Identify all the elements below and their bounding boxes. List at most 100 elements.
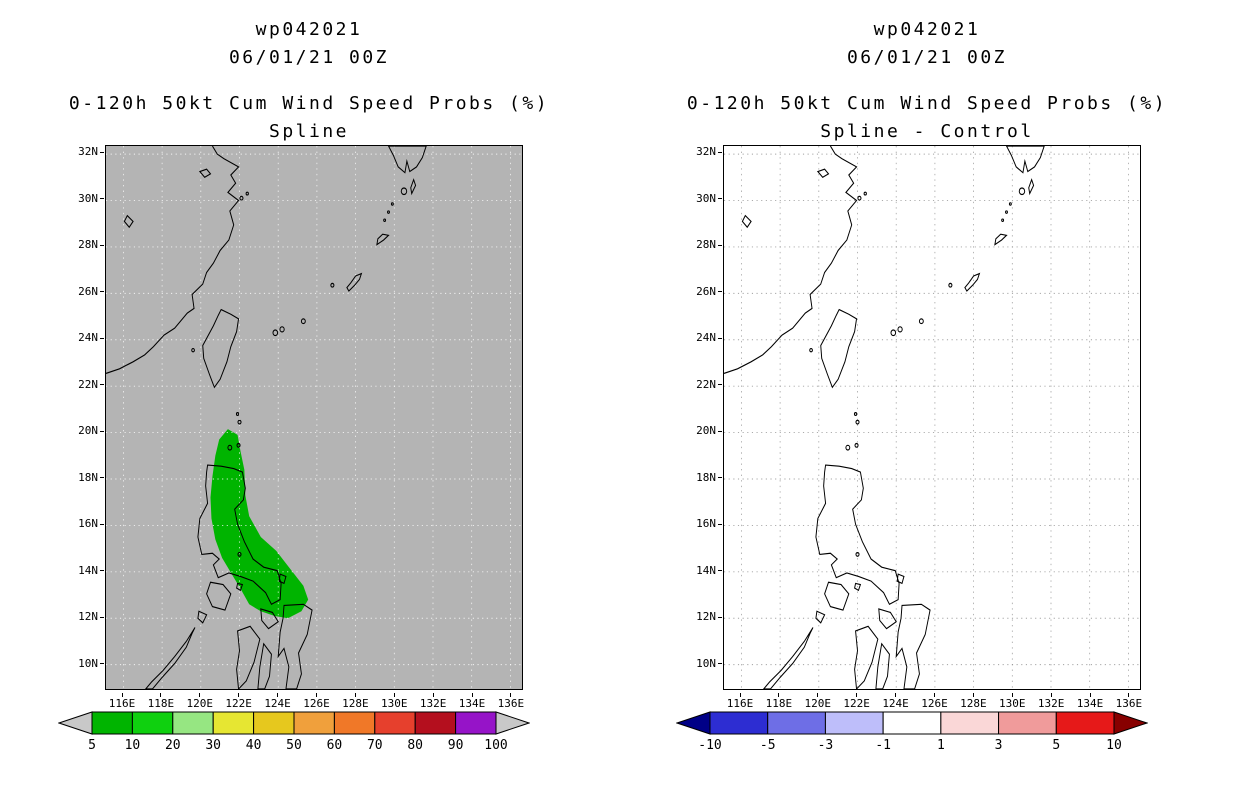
lon-tick-label: 118E bbox=[146, 693, 176, 710]
lat-tick-label: 20N bbox=[674, 425, 722, 437]
subtitle-block: 0-120h 50kt Cum Wind Speed Probs (%) Spl… bbox=[0, 90, 618, 146]
colorbar-tick-label: 1 bbox=[937, 738, 945, 753]
colorbar-difference: -10 -5 -3 -1 1 3 5 10 bbox=[676, 711, 1148, 753]
lat-tick-label: 16N bbox=[674, 518, 722, 530]
lon-tick-label: 122E bbox=[842, 693, 872, 710]
lon-tick-label: 132E bbox=[418, 693, 448, 710]
colorbar-segment bbox=[824, 711, 884, 735]
colorbar-segment bbox=[91, 711, 133, 735]
lat-tick-label: 10N bbox=[674, 657, 722, 670]
lon-tick-label: 134E bbox=[457, 693, 487, 710]
lon-tick-label: 130E bbox=[379, 693, 409, 710]
colorbar-right-arrow bbox=[495, 711, 530, 735]
colorbar-tick-label: 70 bbox=[367, 738, 383, 753]
colorbar-segment bbox=[333, 711, 376, 735]
colorbar-tick-label: -5 bbox=[760, 738, 776, 753]
panel-spline: wp042021 06/01/21 00Z 0-120h 50kt Cum Wi… bbox=[0, 0, 618, 800]
title-block: wp042021 06/01/21 00Z bbox=[618, 16, 1236, 72]
colorbar-segment bbox=[131, 711, 174, 735]
colorbar-tick-label: 10 bbox=[1106, 738, 1122, 753]
colorbar-segment bbox=[293, 711, 335, 735]
init-time-title: 06/01/21 00Z bbox=[228, 47, 390, 68]
colorbar-segment bbox=[709, 711, 769, 735]
lon-tick-label: 120E bbox=[803, 693, 833, 710]
colorbar-segment bbox=[882, 711, 942, 735]
colorbar-segment bbox=[212, 711, 255, 735]
lat-tick-label: 12N bbox=[56, 611, 104, 623]
probability-shaded-region bbox=[210, 429, 309, 619]
lat-tick-label: 16N bbox=[56, 518, 104, 530]
lon-tick-label: 136E bbox=[1114, 693, 1144, 710]
lat-tick-label: 30N bbox=[674, 192, 722, 205]
colorbar-segment bbox=[1055, 711, 1115, 735]
lat-tick-label: 32N bbox=[56, 146, 104, 158]
map-spline-minus-control bbox=[724, 146, 1140, 689]
lon-tick-label: 124E bbox=[881, 693, 911, 710]
colorbar-tick-label: 80 bbox=[407, 738, 423, 753]
lon-tick-label: 128E bbox=[340, 693, 370, 710]
title-block: wp042021 06/01/21 00Z bbox=[0, 16, 618, 72]
lat-tick-label: 14N bbox=[674, 564, 722, 577]
plot-description: 0-120h 50kt Cum Wind Speed Probs (%) bbox=[68, 93, 550, 114]
lon-tick-label: 116E bbox=[107, 693, 137, 710]
lon-tick-label: 116E bbox=[725, 693, 755, 710]
colorbar-tick-label: 3 bbox=[995, 738, 1003, 753]
colorbar-segment bbox=[414, 711, 457, 735]
colorbar-tick-label: 5 bbox=[88, 738, 96, 753]
lat-tick-label: 18N bbox=[56, 471, 104, 484]
colorbar-probability: 5 10 20 30 40 50 60 70 80 90 100 bbox=[58, 711, 530, 753]
colorbar-tick-label: 100 bbox=[484, 738, 507, 753]
lat-tick-label: 32N bbox=[674, 146, 722, 158]
grid-layer bbox=[106, 146, 522, 689]
colorbar-segment bbox=[940, 711, 1000, 735]
lat-tick-label: 12N bbox=[674, 611, 722, 623]
lat-tick-label: 22N bbox=[56, 378, 104, 391]
lon-tick-label: 120E bbox=[185, 693, 215, 710]
colorbar-left-arrow bbox=[58, 711, 93, 735]
plot-variant-label: Spline bbox=[268, 121, 350, 142]
colorbar-tick-label: 60 bbox=[327, 738, 343, 753]
colorbar-tick-label: 5 bbox=[1052, 738, 1060, 753]
lat-axis: 32N 30N 28N 26N 24N 22N 20N 18N 16N 14N 12N 10N bbox=[674, 146, 722, 670]
map-background bbox=[106, 146, 522, 689]
lat-tick-label: 24N bbox=[674, 332, 722, 344]
plot-description: 0-120h 50kt Cum Wind Speed Probs (%) bbox=[686, 93, 1168, 114]
colorbar-tick-label: 50 bbox=[286, 738, 302, 753]
colorbar-tick-label: -10 bbox=[698, 738, 721, 753]
colorbar-segment bbox=[253, 711, 295, 735]
storm-id-title: wp042021 bbox=[873, 19, 981, 40]
lon-axis: 116E 118E 120E 122E 124E 126E 128E 130E 132E 134E… bbox=[725, 693, 1144, 710]
map-background bbox=[724, 146, 1140, 689]
colorbar-segment bbox=[374, 711, 416, 735]
lon-tick-label: 126E bbox=[301, 693, 331, 710]
lon-tick-label: 132E bbox=[1036, 693, 1066, 710]
lat-tick-label: 28N bbox=[56, 239, 104, 251]
map-spline bbox=[106, 146, 522, 689]
lat-tick-label: 24N bbox=[56, 332, 104, 344]
panel-spline-minus-control: wp042021 06/01/21 00Z 0-120h 50kt Cum Wi… bbox=[618, 0, 1236, 800]
lon-tick-label: 128E bbox=[958, 693, 988, 710]
lat-tick-label: 20N bbox=[56, 425, 104, 437]
lat-tick-label: 22N bbox=[674, 378, 722, 391]
lon-tick-label: 122E bbox=[224, 693, 254, 710]
lon-tick-label: 134E bbox=[1075, 693, 1105, 710]
colorbar-tick-label: 40 bbox=[246, 738, 262, 753]
lon-tick-label: 118E bbox=[764, 693, 794, 710]
map-frame bbox=[105, 145, 523, 690]
colorbar-tick-label: 90 bbox=[448, 738, 464, 753]
colorbar-segment bbox=[455, 711, 497, 735]
lat-tick-label: 10N bbox=[56, 657, 104, 670]
lat-tick-label: 26N bbox=[56, 285, 104, 298]
colorbar-tick-label: -3 bbox=[818, 738, 834, 753]
lon-tick-label: 124E bbox=[263, 693, 293, 710]
colorbar-right-arrow bbox=[1113, 711, 1148, 735]
lon-tick-label: 136E bbox=[496, 693, 526, 710]
lat-tick-label: 18N bbox=[674, 471, 722, 484]
lat-tick-label: 30N bbox=[56, 192, 104, 205]
colorbar-tick-label: 10 bbox=[125, 738, 141, 753]
subtitle-block: 0-120h 50kt Cum Wind Speed Probs (%) Spl… bbox=[618, 90, 1236, 146]
colorbar-segment bbox=[767, 711, 826, 735]
colorbar-left-arrow bbox=[676, 711, 711, 735]
lat-tick-label: 28N bbox=[674, 239, 722, 251]
